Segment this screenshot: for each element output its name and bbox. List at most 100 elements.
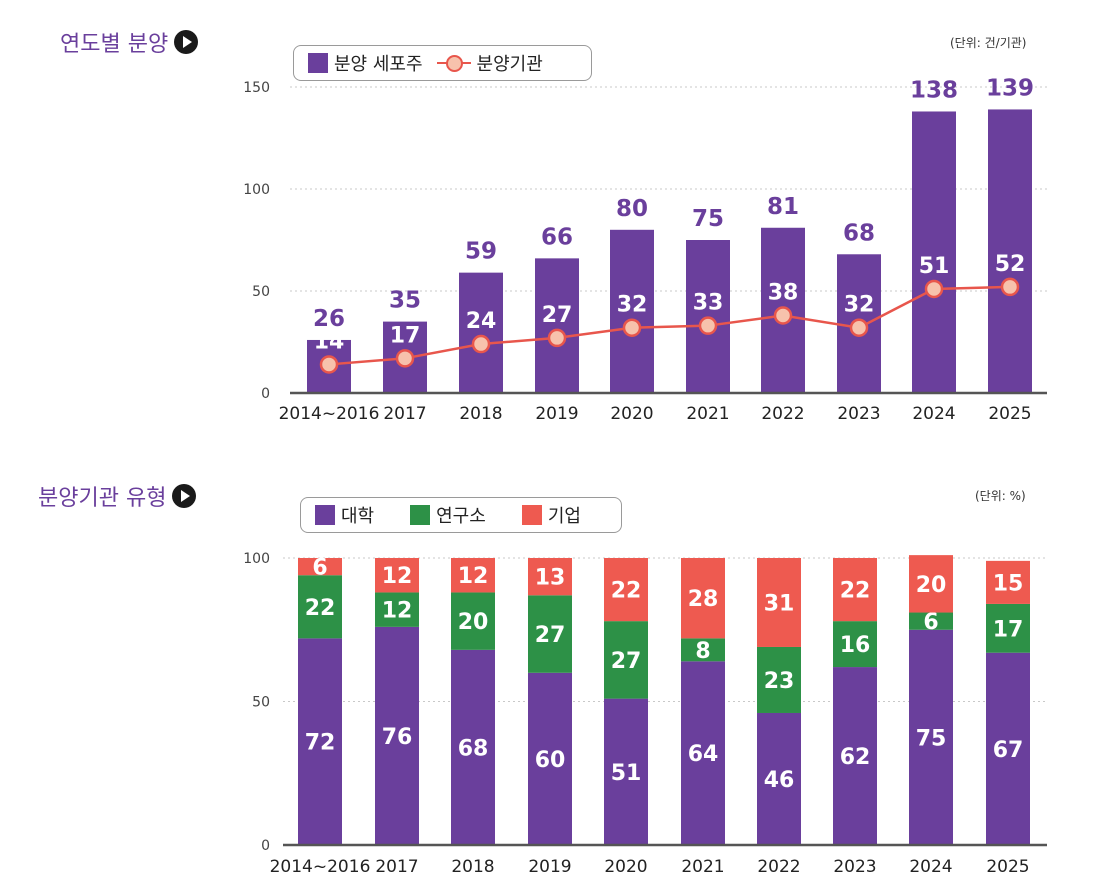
x-tick-label: 2024 <box>912 404 955 424</box>
data-label-institutions: 32 <box>617 293 648 318</box>
bar-segment-university <box>451 649 495 845</box>
section-title-yearly-text: 연도별 분양 <box>60 32 169 57</box>
section-title-yearly: 연도별 분양 <box>60 26 199 58</box>
line-marker-institutions <box>395 349 415 368</box>
y-tick-label: 50 <box>252 695 270 711</box>
bar-segment-institute <box>528 595 572 673</box>
x-tick-label: 2019 <box>535 404 578 424</box>
bar-segment-institute <box>757 646 801 713</box>
legend-item-cell-lines: 분양 세포주 <box>308 50 423 76</box>
y-tick-label: 50 <box>252 284 270 300</box>
data-label-segment: 23 <box>764 669 795 694</box>
data-label-institutions: 27 <box>542 303 573 328</box>
data-label-institutions: 51 <box>919 254 950 279</box>
bar-segment-company <box>298 558 342 576</box>
bar-segment-institute <box>833 621 877 668</box>
bar-segment-company <box>604 558 648 622</box>
legend-line-marker-icon <box>436 53 471 73</box>
data-label-segment: 72 <box>305 731 336 756</box>
data-label-segment: 6 <box>923 610 938 635</box>
data-label-segment: 75 <box>916 726 947 751</box>
data-label-cell-lines: 75 <box>692 206 724 232</box>
data-label-cell-lines: 59 <box>465 239 497 265</box>
x-tick-label: 2019 <box>528 857 571 877</box>
x-tick-label: 2020 <box>604 857 647 877</box>
data-label-segment: 46 <box>764 768 795 793</box>
bar-segment-company <box>451 558 495 593</box>
line-marker-institutions <box>924 279 944 299</box>
data-label-segment: 15 <box>993 571 1024 596</box>
legend-yearly: 분양 세포주 분양기관 <box>293 45 592 81</box>
data-label-segment: 12 <box>382 599 413 624</box>
data-label-segment: 13 <box>535 566 566 591</box>
x-tick-label: 2022 <box>757 857 800 877</box>
data-label-segment: 22 <box>305 596 336 621</box>
section-title-type: 분양기관 유형 <box>38 480 197 512</box>
y-tick-label: 150 <box>243 80 270 96</box>
data-label-segment: 67 <box>993 738 1024 763</box>
line-marker-institutions <box>698 316 718 335</box>
legend-item-institute: 연구소 <box>410 502 486 528</box>
bar-segment-university <box>986 652 1030 845</box>
bar-segment-institute <box>604 621 648 699</box>
legend-swatch-purple <box>308 53 328 73</box>
bar-segment-company <box>986 560 1030 604</box>
bar-cell-lines <box>535 258 579 393</box>
bar-segment-company <box>757 558 801 647</box>
x-tick-label: 2024 <box>909 857 952 877</box>
x-tick-label: 2025 <box>988 404 1031 424</box>
data-label-segment: 12 <box>382 564 413 589</box>
play-icon[interactable] <box>172 484 197 508</box>
data-label-segment: 16 <box>840 633 871 658</box>
data-label-cell-lines: 26 <box>313 306 345 332</box>
legend-label-institutions: 분양기관 <box>476 54 543 75</box>
x-tick-label: 2021 <box>681 857 724 877</box>
data-label-institutions: 14 <box>314 329 345 354</box>
data-label-institutions: 38 <box>768 280 799 305</box>
x-tick-label: 2022 <box>761 404 804 424</box>
bar-segment-university <box>909 629 953 845</box>
x-tick-label: 2014~2016 <box>279 404 380 424</box>
bar-segment-institute <box>451 592 495 650</box>
bar-segment-university <box>375 626 419 845</box>
play-icon[interactable] <box>174 30 199 54</box>
bar-segment-university <box>681 661 725 845</box>
bar-segment-company <box>375 558 419 593</box>
legend-item-institutions: 분양기관 <box>436 50 543 76</box>
unit-label-yearly: (단위: 건/기관) <box>950 36 1027 50</box>
legend-label-cell-lines: 분양 세포주 <box>334 54 423 75</box>
x-tick-label: 2020 <box>610 404 653 424</box>
data-label-segment: 22 <box>611 579 642 604</box>
data-label-segment: 27 <box>611 649 642 674</box>
line-marker-institutions <box>849 318 869 337</box>
data-label-cell-lines: 138 <box>910 77 958 103</box>
x-tick-label: 2021 <box>686 404 729 424</box>
data-label-segment: 6 <box>312 556 327 581</box>
bar-segment-institute <box>681 638 725 662</box>
data-label-cell-lines: 80 <box>616 196 648 222</box>
data-label-segment: 62 <box>840 745 871 770</box>
data-label-segment: 20 <box>458 610 489 635</box>
bar-segment-institute <box>986 603 1030 653</box>
line-marker-institutions <box>319 355 339 374</box>
y-tick-label: 100 <box>243 182 270 198</box>
bar-segment-university <box>833 667 877 845</box>
x-tick-label: 2017 <box>383 404 426 424</box>
x-tick-label: 2018 <box>451 857 494 877</box>
data-label-cell-lines: 66 <box>541 224 573 250</box>
legend-label-company: 기업 <box>547 506 581 527</box>
unit-label-type: (단위: %) <box>975 489 1026 503</box>
legend-label-institute: 연구소 <box>436 506 486 527</box>
legend-swatch-green <box>410 505 431 525</box>
bar-segment-institute <box>375 592 419 627</box>
bar-segment-company <box>833 558 877 622</box>
data-label-cell-lines: 68 <box>843 220 875 246</box>
line-marker-institutions <box>547 328 567 348</box>
data-label-segment: 28 <box>688 587 719 612</box>
x-tick-label: 2014~2016 <box>270 857 371 877</box>
data-label-institutions: 17 <box>390 323 421 348</box>
legend-swatch-red <box>521 505 542 525</box>
data-label-segment: 64 <box>688 742 719 767</box>
line-marker-institutions <box>471 334 491 354</box>
